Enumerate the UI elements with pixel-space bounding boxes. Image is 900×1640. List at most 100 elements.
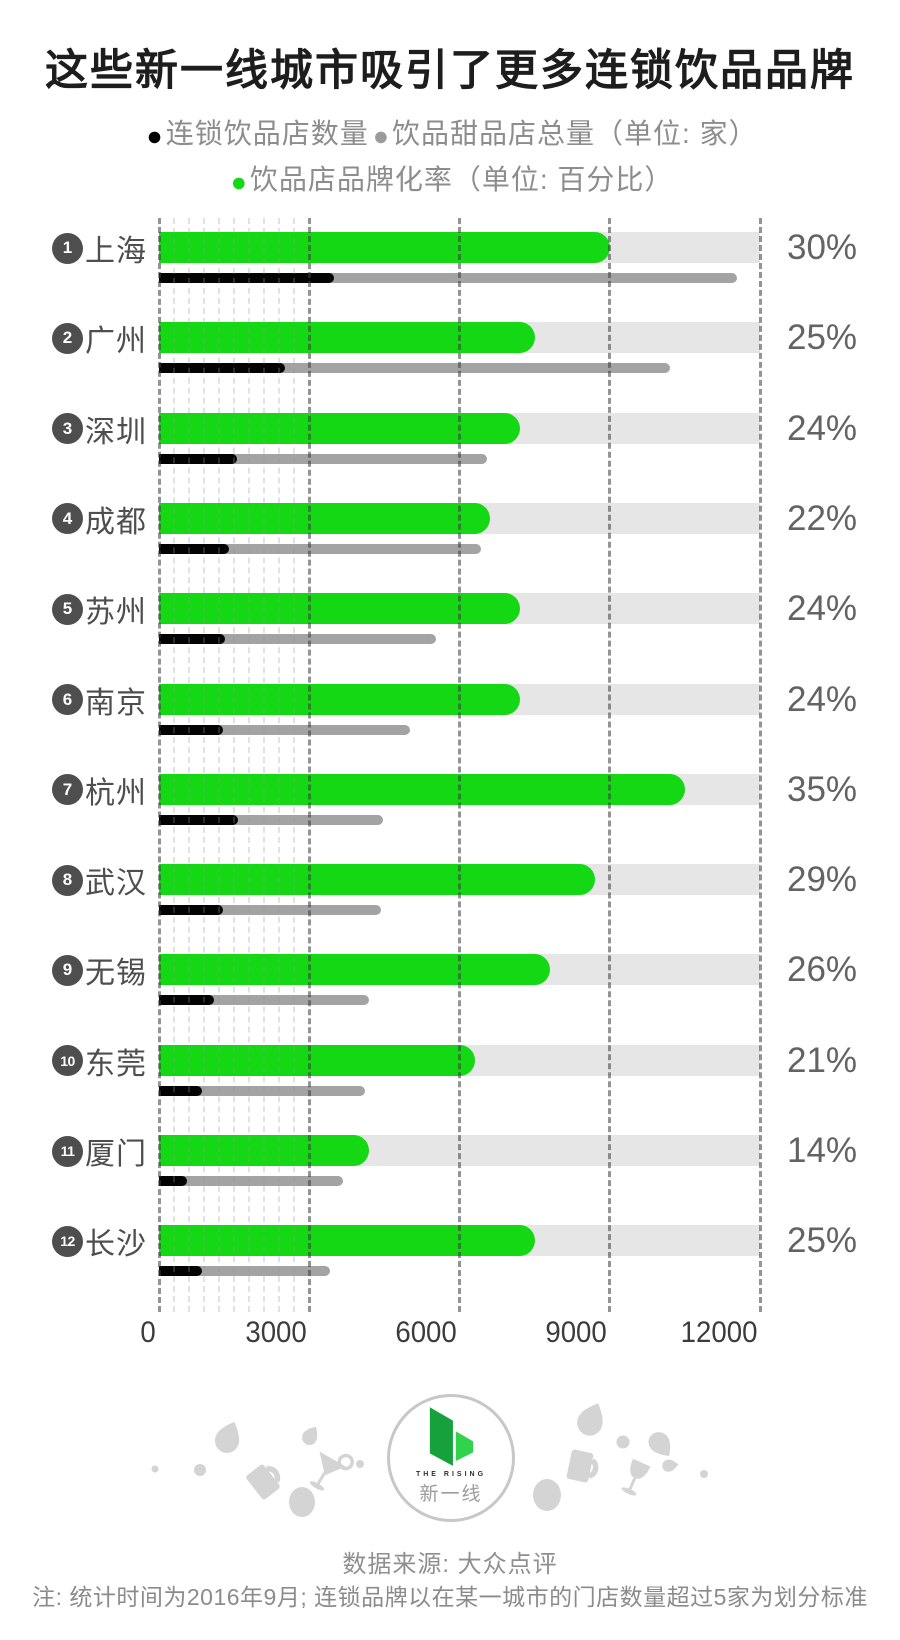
rate-value-label: 25% (787, 318, 858, 358)
total-count-bar (159, 634, 437, 645)
wine-glass-icon (619, 1458, 651, 1498)
dot-icon (616, 1435, 630, 1449)
legend-label-total-count: 饮品甜品店总量（单位: 家） (392, 118, 758, 149)
x-axis-tick-label: 12000 (680, 1316, 757, 1349)
total-count-bar (159, 1176, 343, 1186)
total-count-bar (159, 1266, 330, 1277)
dot-icon (151, 1465, 159, 1473)
rate-value-label: 22% (787, 498, 858, 538)
legend-label-brand-rate: 饮品店品牌化率（单位: 百分比） (249, 164, 674, 195)
rate-bar (159, 683, 520, 715)
dot-icon (700, 1470, 708, 1478)
city-name: 上海 (85, 235, 147, 268)
drop-icon (211, 1417, 245, 1457)
rank-badge: 10 (52, 1045, 83, 1077)
total-count-bar (159, 543, 482, 554)
city-label: 11 厦门 (0, 1132, 147, 1171)
rate-bar-track (159, 593, 760, 625)
city-label: 4 成都 (0, 500, 147, 539)
rate-bar-track (159, 864, 760, 896)
chain-count-bar (159, 1176, 187, 1186)
mug-icon (566, 1449, 599, 1484)
total-count-bar (159, 724, 411, 735)
rate-bar-track (159, 1135, 760, 1166)
city-label: 12 长沙 (0, 1222, 147, 1262)
chain-count-bar (159, 543, 230, 554)
decor-right-cluster (533, 1398, 708, 1511)
city-label: 5 苏州 (0, 590, 147, 630)
city-label: 3 深圳 (0, 410, 147, 449)
city-label: 2 广州 (0, 319, 147, 359)
city-name: 成都 (85, 505, 147, 539)
rate-bar-track (159, 1225, 760, 1257)
rank-badge: 11 (52, 1135, 83, 1167)
rate-value-label: 26% (787, 950, 858, 990)
rank-badge: 7 (52, 774, 83, 806)
total-count-bar (159, 905, 381, 916)
cocktail-icon (300, 1440, 357, 1500)
rank-badge: 5 (52, 593, 83, 625)
rank-badge: 3 (52, 413, 83, 445)
dot-icon (356, 1460, 364, 1468)
rank-badge: 9 (52, 954, 83, 986)
rate-value-label: 24% (787, 589, 858, 629)
rank-badge: 8 (52, 864, 83, 896)
dot-icon (194, 1464, 206, 1476)
rate-value-label: 29% (787, 860, 858, 900)
drop-icon (573, 1398, 609, 1440)
rate-bar (159, 864, 595, 896)
rate-bar-track (159, 322, 760, 354)
drop-icon (299, 1422, 322, 1448)
rate-bar-track (159, 1044, 760, 1076)
city-label: 7 杭州 (0, 771, 147, 810)
mug-icon (245, 1460, 285, 1500)
rate-value-label: 14% (787, 1131, 858, 1170)
drop-icon (644, 1427, 678, 1463)
city-name: 苏州 (85, 596, 147, 630)
city-name: 广州 (85, 325, 147, 359)
legend-label-chain-count: 连锁饮品店数量 (165, 118, 369, 149)
city-name: 长沙 (85, 1228, 147, 1262)
x-axis-tick-label: 6000 (395, 1316, 457, 1349)
rate-value-label: 25% (787, 1221, 858, 1261)
rate-bar-track (159, 232, 760, 263)
footnote-text: 注: 统计时间为2016年9月; 连锁品牌以在某一城市的门店数量超过5家为划分标… (32, 1584, 868, 1610)
rate-value-label: 24% (787, 679, 858, 719)
chain-count-bar (159, 1085, 203, 1096)
rate-value-label: 24% (787, 408, 858, 448)
rate-bar-track (159, 412, 760, 444)
legend-line-2: ●饮品店品牌化率（单位: 百分比） (0, 158, 900, 198)
total-count-bar (159, 814, 383, 825)
rate-bar-track (159, 683, 760, 715)
city-label: 9 无锡 (0, 951, 147, 990)
bubble-icon (289, 1487, 315, 1517)
logo-text-zh: 新一线 (419, 1484, 483, 1505)
chain-count-bar (159, 273, 335, 283)
city-name: 南京 (85, 686, 147, 720)
bubble-icon (533, 1479, 561, 1511)
rate-value-label: 21% (787, 1040, 858, 1080)
city-label: 6 南京 (0, 681, 147, 720)
city-label: 10 东莞 (0, 1042, 147, 1081)
rate-bar-track (159, 773, 760, 805)
city-label: 1 上海 (0, 229, 147, 268)
total-count-bar (159, 1085, 366, 1096)
chain-count-bar (159, 905, 224, 916)
x-axis-tick-label: 9000 (545, 1316, 607, 1349)
the-rising-logo-mark (429, 1407, 474, 1466)
city-name: 深圳 (85, 415, 147, 449)
rank-badge: 4 (52, 503, 83, 535)
city-label: 8 武汉 (0, 861, 147, 901)
rate-bar-track (159, 502, 760, 534)
rate-bar (159, 773, 685, 805)
rate-bar (159, 412, 520, 444)
legend-line-1: ●连锁饮品店数量 ●饮品甜品店总量（单位: 家） (0, 112, 900, 152)
legend-dot-brand-rate-icon: ● (230, 167, 248, 197)
city-name: 武汉 (85, 867, 147, 901)
rate-bar (159, 232, 610, 263)
decor-left-cluster (151, 1417, 364, 1517)
page-title: 这些新一线城市吸引了更多连锁饮品品牌 (45, 47, 855, 95)
chain-count-bar (159, 724, 223, 735)
